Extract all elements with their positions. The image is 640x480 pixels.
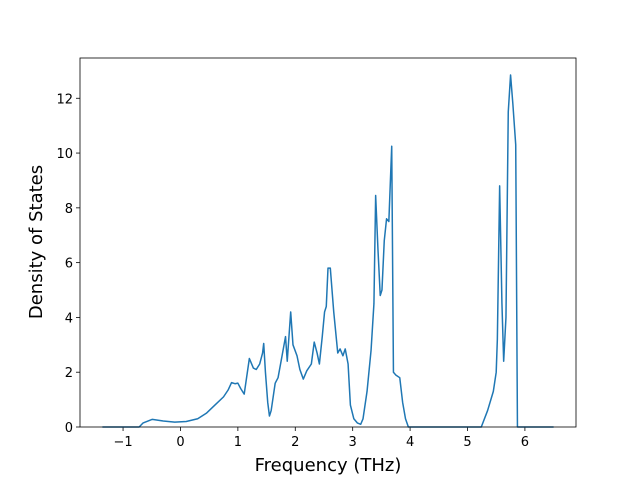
y-axis-label: Density of States bbox=[26, 165, 47, 319]
x-tick-label: 3 bbox=[349, 435, 357, 450]
y-tick-label: 0 bbox=[65, 421, 73, 436]
y-tick-label: 4 bbox=[65, 311, 73, 326]
x-tick-label: 6 bbox=[521, 435, 529, 450]
x-tick-label: 4 bbox=[406, 435, 414, 450]
x-tick-label: 5 bbox=[463, 435, 471, 450]
data-line bbox=[102, 74, 554, 428]
y-tick-label: 10 bbox=[56, 147, 73, 162]
y-tick-label: 12 bbox=[56, 92, 73, 107]
x-tick-label: 2 bbox=[291, 435, 299, 450]
x-tick-label: 0 bbox=[176, 435, 184, 450]
y-tick-label: 6 bbox=[65, 257, 73, 272]
x-axis-label: Frequency (THz) bbox=[255, 455, 402, 476]
x-tick-label: −1 bbox=[113, 435, 132, 450]
y-tick-label: 8 bbox=[65, 202, 73, 217]
y-tick-label: 2 bbox=[65, 366, 73, 381]
x-tick-label: 1 bbox=[234, 435, 242, 450]
plot-frame bbox=[79, 57, 577, 428]
